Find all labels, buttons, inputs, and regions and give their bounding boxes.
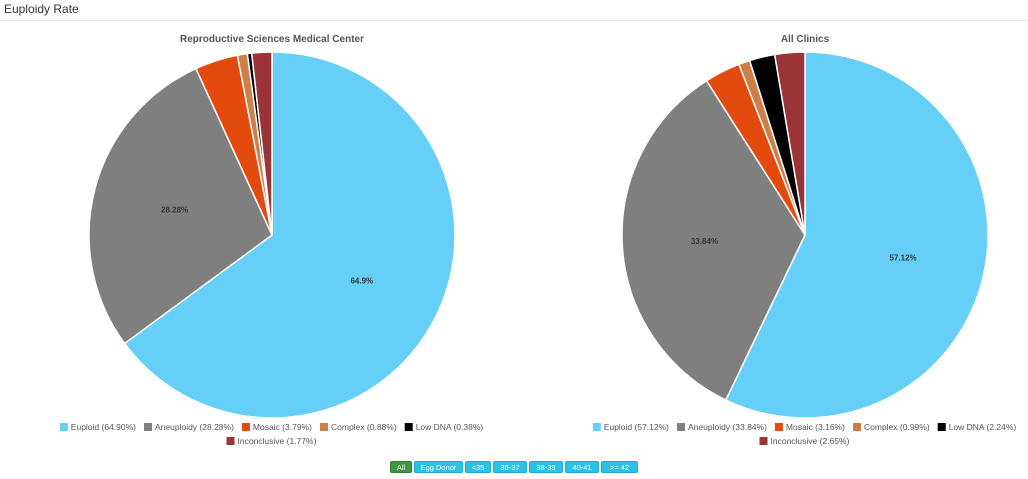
- filter-egg-donor-button[interactable]: Egg Donor: [414, 461, 463, 473]
- legend-label: Inconclusive (2.65%): [771, 436, 850, 446]
- all-clinics-chart-title: All Clinics: [781, 34, 830, 45]
- legend-swatch: [241, 423, 250, 431]
- legend-label: Mosaic (3.16%): [786, 422, 845, 432]
- legend-label: Aneuploidy (28.28%): [155, 422, 234, 432]
- legend-label: Mosaic (3.79%): [253, 422, 312, 432]
- all-clinics-data-label-euploid: 57.12%: [890, 253, 917, 262]
- filter-40-41-button[interactable]: 40-41: [565, 461, 599, 473]
- legend-swatch: [853, 423, 861, 431]
- all-clinics-legend-item-complex[interactable]: Complex (0.99%): [853, 422, 930, 432]
- clinic-slice-euploid[interactable]: [123, 51, 456, 419]
- clinic-legend-item-mosaic[interactable]: Mosaic (3.79%): [241, 422, 312, 432]
- legend-swatch: [144, 423, 152, 431]
- legend-swatch: [937, 423, 946, 431]
- all-clinics-slice-inconclusive[interactable]: [773, 51, 806, 236]
- all-clinics-legend-item-low-dna[interactable]: Low DNA (2.24%): [937, 422, 1017, 432]
- clinic-slice-aneuploidy[interactable]: [88, 67, 273, 345]
- clinic-legend-item-aneuploidy[interactable]: Aneuploidy (28.28%): [144, 422, 234, 432]
- clinic-legend-item-inconclusive[interactable]: Inconclusive (1.77%): [226, 436, 317, 446]
- all-clinics-slice-aneuploidy[interactable]: [621, 79, 806, 401]
- legend-label: Low DNA (0.38%): [416, 422, 484, 432]
- all-clinics-data-label-aneuploidy: 33.84%: [691, 237, 718, 246]
- legend-swatch: [226, 437, 235, 445]
- clinic-legend-item-low-dna[interactable]: Low DNA (0.38%): [404, 422, 484, 432]
- filter-42-plus-button[interactable]: >= 42: [601, 461, 638, 473]
- legend-swatch: [404, 423, 413, 431]
- clinic-pie-chart: Reproductive Sciences Medical Center 64.9…: [59, 34, 484, 446]
- clinic-legend-item-euploid[interactable]: Euploid (64.90%): [59, 422, 136, 432]
- all-clinics-legend-item-euploid[interactable]: Euploid (57.12%): [592, 422, 669, 432]
- legend-label: Euploid (64.90%): [71, 422, 136, 432]
- panel-title: Euploidy Rate: [4, 2, 79, 16]
- legend-swatch: [759, 437, 768, 445]
- filter-all-button[interactable]: All: [390, 461, 412, 473]
- legend-label: Euploid (57.12%): [604, 422, 669, 432]
- all-clinics-legend-item-mosaic[interactable]: Mosaic (3.16%): [774, 422, 845, 432]
- clinic-legend-item-complex[interactable]: Complex (0.88%): [320, 422, 397, 432]
- filter-under-35-button[interactable]: <35: [465, 461, 491, 473]
- age-filter-group: All Egg Donor <35 35-37 38-39 40-41 >= 4…: [0, 461, 1028, 474]
- legend-label: Complex (0.88%): [331, 422, 397, 432]
- all-clinics-pie-chart: All Clinics 57.12% 33.84% Euploid (57.12%) A…: [592, 34, 1017, 446]
- legend-label: Inconclusive (1.77%): [238, 436, 317, 446]
- legend-swatch: [592, 423, 601, 431]
- all-clinics-slice-euploid[interactable]: [724, 51, 989, 419]
- all-clinics-legend-item-aneuploidy[interactable]: Aneuploidy (33.84%): [677, 422, 767, 432]
- legend-label: Aneuploidy (33.84%): [688, 422, 767, 432]
- filter-35-37-button[interactable]: 35-37: [493, 461, 527, 473]
- legend-swatch: [774, 423, 783, 431]
- panel-header: Euploidy Rate: [0, 0, 1028, 21]
- clinic-data-label-euploid: 64.9%: [350, 276, 373, 285]
- clinic-chart-title: Reproductive Sciences Medical Center: [180, 34, 364, 45]
- all-clinics-legend-item-inconclusive[interactable]: Inconclusive (2.65%): [759, 436, 850, 446]
- legend-swatch: [59, 423, 68, 431]
- clinic-slice-inconclusive[interactable]: [250, 51, 273, 236]
- clinic-data-label-aneuploidy: 28.28%: [161, 206, 188, 215]
- legend-label: Low DNA (2.24%): [949, 422, 1017, 432]
- filter-38-39-button[interactable]: 38-39: [529, 461, 563, 473]
- legend-swatch: [320, 423, 328, 431]
- legend-label: Complex (0.99%): [864, 422, 930, 432]
- legend-swatch: [677, 423, 685, 431]
